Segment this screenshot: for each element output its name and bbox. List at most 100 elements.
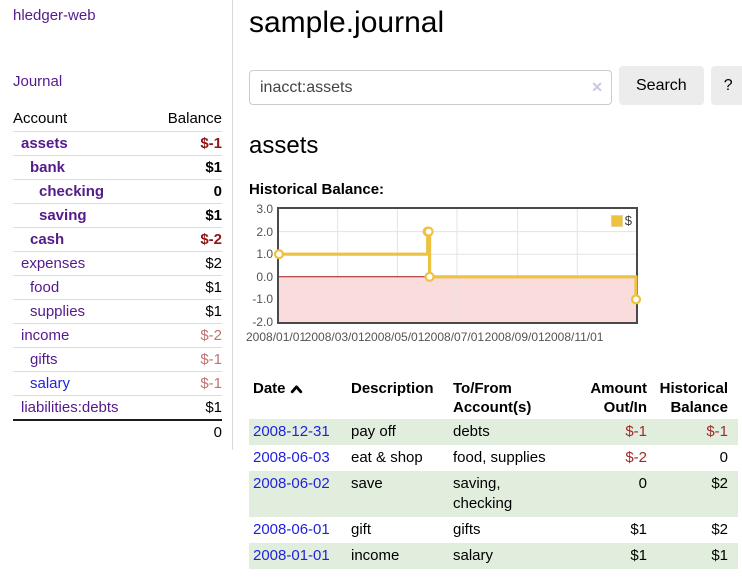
register-description: income [351,547,400,564]
accounts-total-value: 0 [151,419,222,444]
sidebar-item-journal[interactable]: Journal [13,73,63,90]
account-row: checking 0 [13,179,222,204]
account-row: expenses $2 [13,251,222,276]
transaction-date-link[interactable]: 2008-06-01 [253,521,330,538]
sidebar-account-expenses[interactable]: expenses [21,255,86,272]
account-balance: $1 [151,395,222,421]
transaction-date-link[interactable]: 2008-12-31 [253,423,330,440]
register-accounts: debts [453,423,490,440]
clear-search-icon[interactable]: ✕ [591,79,603,95]
account-name-cell: checking [13,179,152,204]
sidebar-account-liabilities-debts[interactable]: liabilities:debts [21,399,119,416]
search-input[interactable] [249,70,612,105]
y-axis-tick-label: -1.0 [252,292,273,307]
sidebar-account-food[interactable]: food [30,279,60,296]
accounts-table: Account Balance assets $-1 bank $1 checking 0… [13,107,222,444]
page: hledger-web Journal Account Balance asse… [0,0,742,569]
x-axis-tick-label: 2008/09/01 [484,330,545,344]
register-date-cell: 2008-06-01 [249,517,347,543]
transaction-date-link[interactable]: 2008-01-01 [253,547,330,564]
register-balance: $-1 [706,423,728,440]
sidebar-account-gifts[interactable]: gifts [30,351,58,368]
register-col-description: Description [351,380,434,397]
account-row: food $1 [13,275,222,300]
search-button[interactable]: Search [619,66,704,105]
account-name-cell: saving [13,203,152,228]
register-balance: $1 [711,547,728,564]
chart-title: Historical Balance: [249,181,385,198]
register-description: save [351,475,383,492]
sidebar-account-checking[interactable]: checking [39,183,105,200]
account-row: liabilities:debts $1 [13,395,222,421]
help-button[interactable]: ? [710,66,742,105]
main-content: sample.journal ✕ Search ? assets Histori… [233,0,742,569]
register-accounts: salary [453,547,494,564]
legend-swatch-icon [610,214,623,227]
register-date-cell: 2008-06-03 [249,445,347,471]
account-balance: $-1 [151,371,222,396]
account-row: supplies $1 [13,299,222,324]
accounts-total-spacer [13,419,152,444]
page-title: sample.journal [249,6,445,39]
account-row: saving $1 [13,203,222,228]
register-amount: $-2 [625,449,647,466]
accounts-col-account: Account [13,107,152,132]
register-row: 2008-06-02 save saving, checking 0 $2 [249,471,738,517]
sidebar-account-income[interactable]: income [21,327,70,344]
register-row: 2008-12-31 pay off debts $-1 $-1 [249,419,738,445]
register-description: pay off [351,423,396,440]
register-col-amount: Amount Out/In [590,380,647,416]
account-name-cell: food [13,275,152,300]
sidebar-account-assets[interactable]: assets [21,135,68,152]
transaction-date-link[interactable]: 2008-06-03 [253,449,330,466]
account-balance: $1 [151,299,222,324]
search-bar: ✕ Search ? [249,66,742,105]
y-axis-tick-label: 3.0 [256,202,273,216]
sidebar-account-saving[interactable]: saving [39,207,87,224]
sidebar-account-cash[interactable]: cash [30,231,65,248]
register-date-cell: 2008-12-31 [249,419,347,445]
y-axis-tick-label: -2.0 [252,315,273,329]
account-name-cell: expenses [13,251,152,276]
account-balance: $1 [151,203,222,228]
account-balance: $1 [151,155,222,180]
account-heading: assets [249,132,319,159]
accounts-total-row: 0 [13,419,222,444]
register-row: 2008-01-01 income salary $1 $1 [249,543,738,569]
chart-canvas [273,209,642,322]
transaction-date-link[interactable]: 2008-06-02 [253,475,330,492]
chart-plot-area [273,207,642,324]
account-row: income $-2 [13,323,222,348]
accounts-col-balance: Balance [151,107,222,132]
register-description: gift [351,521,372,538]
y-axis-tick-label: 2.0 [256,224,273,239]
register-accounts: gifts [453,521,481,538]
account-name-cell: bank [13,155,152,180]
account-name-cell: liabilities:debts [13,395,152,421]
sort-asc-icon [290,385,302,394]
register-header-row: Date Description To/From Account(s) Amou… [249,377,738,419]
search-field-wrap: ✕ [249,70,612,105]
register-accounts: saving, checking [453,475,513,512]
sidebar-account-supplies[interactable]: supplies [30,303,86,320]
account-name-cell: assets [13,131,152,156]
account-balance: $2 [151,251,222,276]
sidebar: hledger-web Journal Account Balance asse… [0,0,233,450]
register-amount: $1 [630,521,647,538]
x-axis-tick-label: 2008/01/01 [246,330,307,344]
account-row: salary $-1 [13,371,222,396]
register-amount: $-1 [625,423,647,440]
app-title-link[interactable]: hledger-web [13,7,96,24]
account-row: assets $-1 [13,131,222,156]
account-row: cash $-2 [13,227,222,252]
register-amount: $1 [630,547,647,564]
x-axis-tick-label: 2008/05/01 [364,330,425,344]
x-axis-tick-label: 2008/07/01 [424,330,485,344]
register-col-date[interactable]: Date [249,377,347,419]
legend-label: $ [624,213,632,228]
sidebar-account-salary[interactable]: salary [30,375,71,392]
sidebar-account-bank[interactable]: bank [30,159,66,176]
account-name-cell: salary [13,371,152,396]
register-date-cell: 2008-06-02 [249,471,347,517]
account-name-cell: income [13,323,152,348]
